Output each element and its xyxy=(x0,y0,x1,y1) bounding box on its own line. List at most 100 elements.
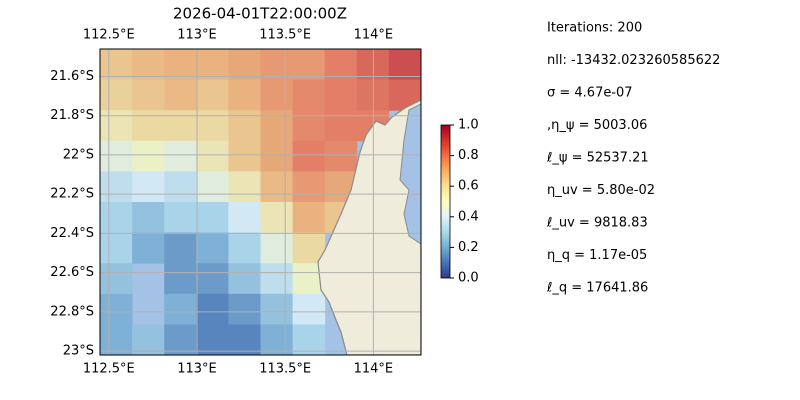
annotation: η_uv = 5.80e-02 xyxy=(547,183,655,198)
heat-cell xyxy=(292,293,326,325)
chart-title: 2026-04-01T22:00:00Z xyxy=(173,5,347,23)
heat-cell xyxy=(196,324,229,355)
heat-cell xyxy=(164,49,197,81)
y-tick-label: 21.6°S xyxy=(50,69,94,84)
y-tick-label: 23°S xyxy=(63,344,94,359)
heat-cell xyxy=(164,263,197,295)
heat-cell xyxy=(292,110,326,142)
y-tick-label: 21.8°S xyxy=(50,108,94,123)
x-tick-label: 112.5°E xyxy=(83,362,135,377)
y-tick-label: 22.8°S xyxy=(50,304,94,319)
heat-cell xyxy=(164,202,197,234)
heat-cell xyxy=(132,110,165,142)
heat-cell xyxy=(260,232,294,264)
heat-cell xyxy=(100,140,133,172)
heat-cell xyxy=(292,171,326,203)
heat-cell xyxy=(100,49,133,81)
heat-cell xyxy=(164,171,197,203)
heat-cell xyxy=(228,171,261,203)
x-tick-label-top: 113°E xyxy=(177,28,217,43)
heat-cell xyxy=(164,140,197,172)
heat-cell xyxy=(228,110,261,142)
x-tick-label: 114°E xyxy=(354,362,394,377)
heat-cell xyxy=(292,324,326,355)
x-tick-label: 113°E xyxy=(177,362,217,377)
x-tick-label-top: 114°E xyxy=(354,28,394,43)
heat-cell xyxy=(132,49,165,81)
heat-cell xyxy=(164,324,197,355)
y-tick-label: 22.4°S xyxy=(50,226,94,241)
annotation: ℓ_q = 17641.86 xyxy=(546,281,648,296)
heat-cell xyxy=(100,232,133,264)
heat-cell xyxy=(196,263,229,295)
x-tick-label-top: 113.5°E xyxy=(259,28,311,43)
annotation: σ = 4.67e-07 xyxy=(547,86,633,101)
heat-cell xyxy=(228,232,261,264)
colorbar-tick-label: 0.0 xyxy=(458,271,479,286)
heat-cell xyxy=(324,110,358,142)
heat-cell xyxy=(324,49,358,81)
x-tick-label-top: 112.5°E xyxy=(83,28,135,43)
heat-cell xyxy=(196,293,229,325)
heat-cell xyxy=(196,202,229,234)
heat-cell xyxy=(196,232,229,264)
heat-cell xyxy=(292,79,326,111)
heat-cell xyxy=(228,79,261,111)
heat-cell xyxy=(324,140,358,172)
annotations: Iterations: 200 nll: -13432.023260585622 σ… xyxy=(546,21,720,296)
heat-cell xyxy=(260,324,294,355)
heat-cell xyxy=(260,49,294,81)
land xyxy=(317,99,421,355)
heat-cell xyxy=(228,324,261,355)
heat-cell xyxy=(132,202,165,234)
heat-cell xyxy=(260,110,294,142)
heat-cell xyxy=(260,171,294,203)
heat-cell xyxy=(132,232,165,264)
heat-cell xyxy=(132,140,165,172)
heat-cell xyxy=(196,110,229,142)
heat-cell xyxy=(292,202,326,234)
colorbar xyxy=(440,124,451,279)
heat-cell xyxy=(260,79,294,111)
heat-cell xyxy=(100,202,133,234)
heat-cell xyxy=(260,293,294,325)
heat-cell xyxy=(164,232,197,264)
annotation: ℓ_ψ = 52537.21 xyxy=(546,151,649,166)
y-tick-label: 22.2°S xyxy=(50,187,94,202)
heat-cell xyxy=(228,49,261,81)
heat-cell xyxy=(260,202,294,234)
heat-cell xyxy=(100,171,133,203)
graticule xyxy=(100,49,421,355)
x-tick-label: 113.5°E xyxy=(259,362,311,377)
heat-cell xyxy=(196,171,229,203)
colorbar-tick-label: 1.0 xyxy=(458,118,479,133)
heat-cell xyxy=(164,110,197,142)
heat-cell xyxy=(100,110,133,142)
heat-cell xyxy=(228,293,261,325)
heat-cell xyxy=(196,140,229,172)
heat-cell xyxy=(164,293,197,325)
inner-water xyxy=(399,103,421,245)
heat-cell xyxy=(132,79,165,111)
heat-cell xyxy=(100,324,133,355)
heat-cell xyxy=(324,79,358,111)
annotation: η_q = 1.17e-05 xyxy=(547,248,647,263)
heat-cell xyxy=(228,202,261,234)
heat-cell xyxy=(100,79,133,111)
heat-cell xyxy=(228,140,261,172)
heat-cell xyxy=(132,171,165,203)
annotation: ,η_ψ = 5003.06 xyxy=(547,118,647,133)
colorbar-tick-label: 0.4 xyxy=(458,209,479,224)
annotation: nll: -13432.023260585622 xyxy=(547,53,720,68)
heat-cell xyxy=(196,49,229,81)
heat-cell xyxy=(388,49,421,81)
heat-cell xyxy=(164,79,197,111)
colorbar-tick-label: 0.6 xyxy=(458,179,479,194)
heat-cell xyxy=(196,79,229,111)
colorbar-tick-label: 0.8 xyxy=(458,148,479,163)
annotation: ℓ_uv = 9818.83 xyxy=(546,216,648,231)
y-tick-label: 22°S xyxy=(63,147,94,162)
heat-cell xyxy=(100,293,133,325)
axes-frame xyxy=(99,48,422,356)
